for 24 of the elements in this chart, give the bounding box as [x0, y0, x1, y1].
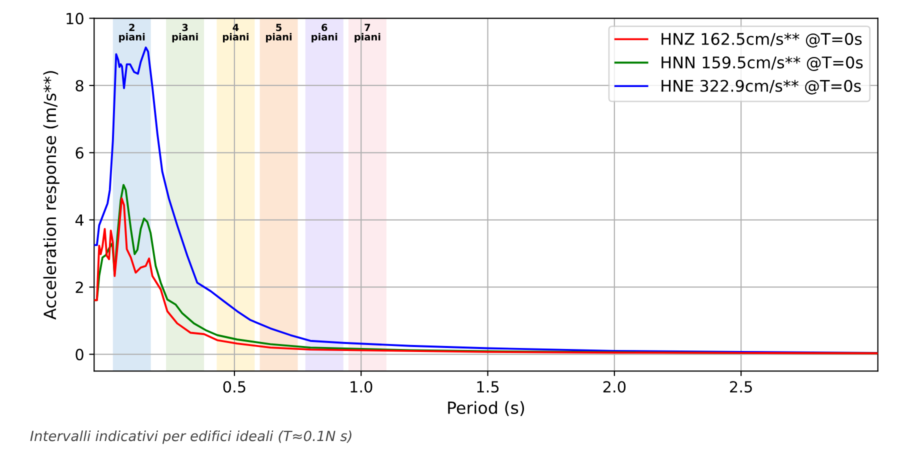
x-tick-label: 2.5 [730, 381, 752, 393]
band-label: 7 piani [354, 24, 380, 42]
legend-label: HNN 159.5cm/s** @T=0s [662, 56, 863, 72]
y-tick-label: 4 [75, 214, 84, 226]
x-axis-title: Period (s) [448, 401, 524, 416]
band-label: 5 piani [266, 24, 292, 42]
legend-label: HNZ 162.5cm/s** @T=0s [662, 32, 862, 48]
band-label: 4 piani [222, 24, 248, 42]
x-tick-label: 0.5 [223, 381, 246, 393]
band-label: 6 piani [312, 24, 338, 42]
x-tick-label: 2.0 [603, 381, 626, 393]
y-tick-label: 8 [76, 80, 84, 92]
text: Intervalli indicativi per edifici ideali (T≈0.1N s) [30, 430, 352, 444]
y-tick-label: 2 [76, 282, 83, 293]
y-tick-label: 10 [66, 12, 84, 24]
x-tick-label: 1.5 [477, 381, 499, 393]
legend-label: HNE 322.9cm/s** @T=0s [662, 80, 861, 94]
y-tick-label: 6 [76, 147, 84, 159]
y-axis-title: Acceleration response (m/s**) [43, 71, 60, 320]
band-label: 2 piani [119, 24, 145, 42]
line-series [94, 46, 878, 354]
x-tick-label: 1.0 [350, 381, 372, 393]
y-tick-label: 0 [76, 348, 84, 360]
band-label: 3 piani [172, 24, 198, 42]
